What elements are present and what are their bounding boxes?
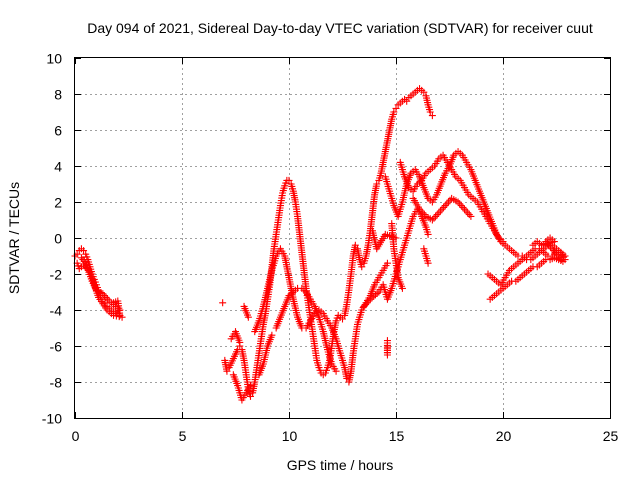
y-tick-label: -6 — [50, 339, 63, 355]
data-point — [383, 337, 391, 345]
data-series — [71, 245, 126, 321]
data-point — [339, 315, 346, 323]
data-point — [440, 203, 448, 211]
data-point — [368, 227, 376, 235]
y-tick-label: 10 — [46, 51, 62, 67]
data-point — [426, 108, 434, 116]
data-point — [373, 180, 381, 188]
data-point — [223, 367, 231, 375]
data-point — [430, 214, 438, 222]
data-point — [435, 209, 443, 217]
data-point — [390, 108, 398, 116]
data-point — [438, 205, 446, 213]
data-series — [368, 148, 569, 292]
data-point — [358, 263, 366, 271]
plot-frame — [74, 57, 611, 419]
data-point — [285, 176, 293, 184]
data-point — [499, 238, 507, 246]
axis-ticks: 0 5 10 15 20 25 -10 -8 -6 -4 -2 0 2 4 6 8 10 — [42, 51, 619, 445]
data-series — [484, 234, 569, 303]
y-tick-label: -10 — [42, 411, 62, 427]
data-point — [373, 289, 381, 297]
x-tick-label: 0 — [72, 428, 80, 444]
data-point — [433, 211, 441, 219]
x-tick-label: 10 — [282, 428, 298, 444]
x-tick-label: 20 — [496, 428, 512, 444]
y-tick-label: -8 — [50, 375, 63, 391]
chart-title: Day 094 of 2021, Sidereal Day-to-day VTE… — [87, 20, 593, 36]
data-point — [464, 209, 472, 217]
data-points — [71, 85, 569, 404]
data-point — [229, 371, 237, 379]
data-point — [465, 211, 473, 219]
data-point — [467, 212, 475, 220]
data-point — [351, 241, 359, 249]
data-point — [118, 313, 126, 321]
data-point — [244, 313, 252, 321]
data-point — [436, 207, 444, 215]
data-point — [392, 104, 400, 112]
y-tick-label: -4 — [50, 303, 63, 319]
y-tick-label: 6 — [54, 123, 62, 139]
y-tick-label: 2 — [54, 195, 62, 211]
data-point — [424, 259, 432, 267]
data-point — [236, 338, 244, 346]
y-tick-label: -2 — [50, 267, 63, 283]
data-point — [428, 112, 436, 120]
data-point — [459, 203, 467, 211]
data-point — [420, 88, 428, 96]
data-point — [529, 241, 537, 249]
x-axis-label: GPS time / hours — [287, 457, 394, 473]
data-point — [268, 331, 276, 339]
y-tick-label: 8 — [54, 87, 62, 103]
x-tick-label: 25 — [603, 428, 619, 444]
x-tick-label: 15 — [389, 428, 405, 444]
data-point — [443, 200, 451, 208]
data-point — [398, 284, 406, 292]
data-point — [80, 247, 88, 255]
data-point — [219, 299, 227, 307]
data-series — [227, 205, 432, 404]
data-point — [441, 202, 449, 210]
data-point — [462, 207, 470, 215]
y-tick-label: 4 — [54, 159, 62, 175]
data-point — [102, 293, 110, 301]
x-tick-label: 5 — [179, 428, 187, 444]
y-axis-label: SDTVAR / TECUs — [6, 182, 22, 294]
data-point — [424, 230, 432, 238]
data-point — [460, 205, 468, 213]
data-point — [383, 259, 391, 267]
data-point — [332, 367, 340, 375]
data-point — [446, 196, 454, 204]
data-point — [246, 392, 254, 400]
y-tick-label: 0 — [54, 231, 62, 247]
data-point — [403, 97, 411, 105]
data-point — [116, 306, 124, 314]
grid-lines — [75, 58, 610, 418]
data-point — [457, 202, 465, 210]
